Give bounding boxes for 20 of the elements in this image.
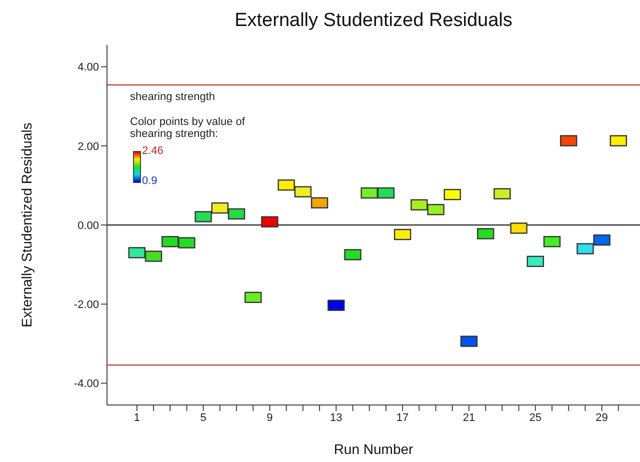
chart-title: Externally Studentized Residuals bbox=[234, 10, 514, 32]
annotation: 2.46 bbox=[142, 145, 164, 157]
x-tick-label: 5 bbox=[200, 412, 206, 424]
x-tick-label: 29 bbox=[596, 412, 608, 424]
x-tick-label: 17 bbox=[396, 412, 409, 424]
x-tick-label: 13 bbox=[330, 412, 342, 424]
x-tick-label: 1 bbox=[134, 412, 140, 424]
y-tick-label: 4.00 bbox=[78, 62, 99, 74]
y-tick-label: -4.00 bbox=[74, 378, 99, 390]
x-tick-label: 9 bbox=[266, 412, 273, 424]
y-tick-label: -2.00 bbox=[74, 299, 99, 312]
y-tick-label: 2.00 bbox=[78, 140, 99, 153]
x-tick-label: 25 bbox=[529, 412, 542, 424]
annotation: shearing strength bbox=[130, 91, 215, 103]
y-axis-title: Externally Studentized Residuals bbox=[18, 122, 35, 328]
x-axis-title: Run Number bbox=[334, 441, 414, 457]
y-tick-label: 0.00 bbox=[78, 220, 99, 232]
x-tick-label: 21 bbox=[462, 412, 476, 424]
annotation: Color points by value of shearing strength: bbox=[130, 116, 246, 140]
annotation: 0.9 bbox=[142, 175, 158, 187]
